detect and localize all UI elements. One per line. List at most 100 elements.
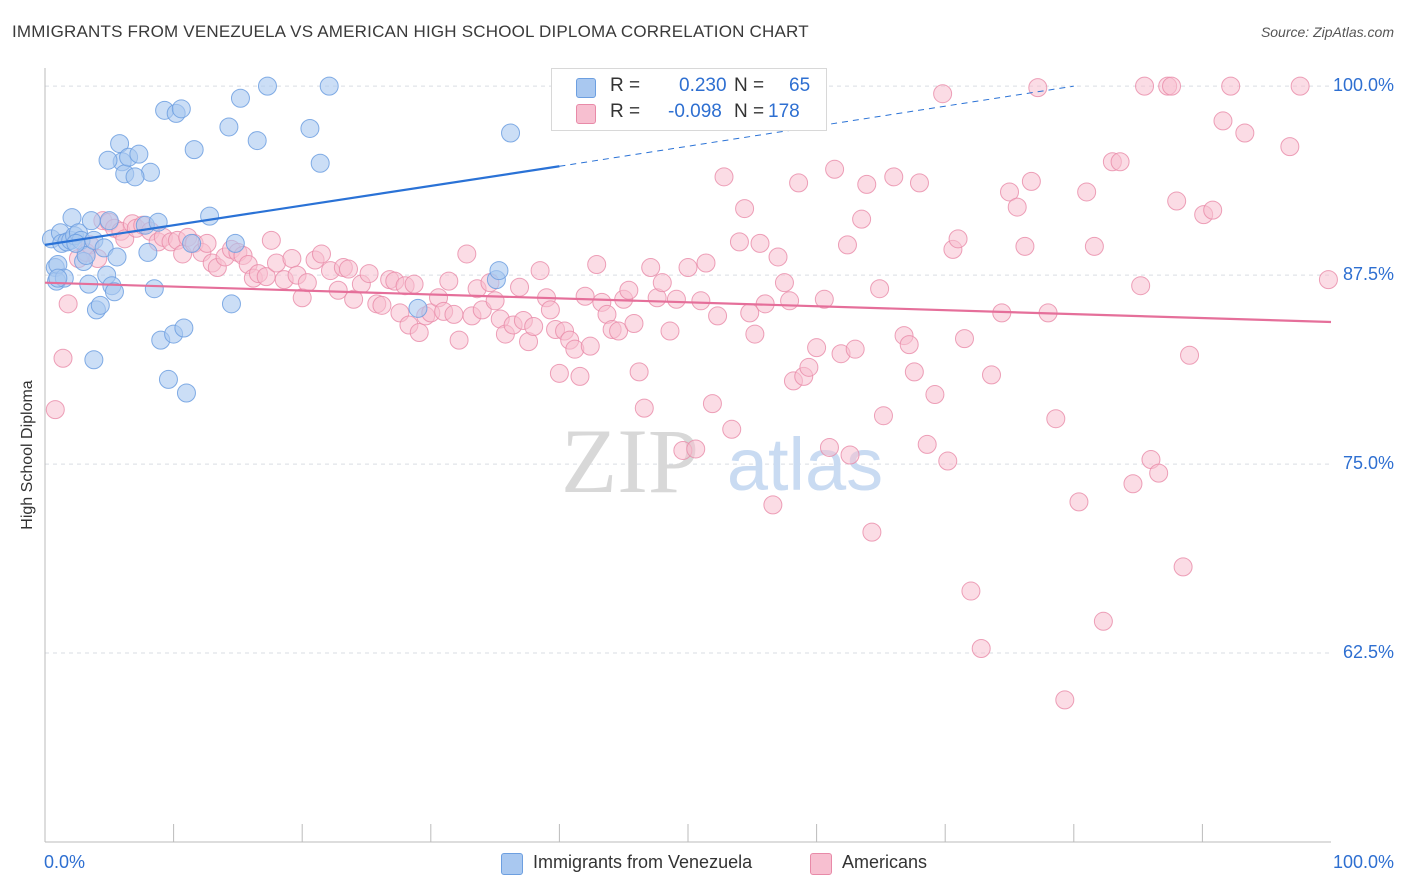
venezuela-point [94, 238, 114, 258]
venezuela-point [247, 131, 267, 151]
venezuela-point [90, 295, 110, 315]
venezuela-point [182, 233, 202, 253]
y-tick-label: 75.0% [1342, 453, 1394, 474]
americans-point [444, 304, 464, 324]
legend-n-value: 178 [768, 101, 800, 122]
americans-point [961, 581, 981, 601]
americans-point [457, 244, 477, 264]
americans-point [609, 321, 629, 341]
americans-point [311, 244, 331, 264]
venezuela-point [66, 233, 86, 253]
venezuela-point [219, 117, 239, 137]
y-tick-label: 62.5% [1342, 642, 1394, 663]
americans-point [344, 289, 364, 309]
americans-point [1015, 236, 1035, 256]
x-tick-label-min: 0.0% [44, 852, 86, 872]
americans-point [971, 639, 991, 658]
y-tick-label: 100.0% [1332, 75, 1394, 96]
venezuela-point [221, 294, 241, 314]
americans-point [439, 271, 459, 291]
venezuela-point [489, 261, 509, 281]
venezuela-point [138, 242, 158, 262]
venezuela-point [319, 76, 339, 96]
americans-point [472, 300, 492, 320]
venezuela-point [48, 268, 68, 288]
venezuela-point [76, 245, 96, 265]
americans-point [580, 336, 600, 356]
americans-point [819, 437, 839, 457]
americans-point [619, 280, 639, 300]
americans-points [45, 76, 1338, 710]
venezuela-point [125, 167, 145, 187]
legend-r-value: -0.098 [668, 101, 722, 122]
venezuela-point [225, 233, 245, 253]
americans-point [807, 338, 827, 358]
americans-point [1180, 345, 1200, 365]
americans-point [948, 229, 968, 249]
americans-point [575, 286, 595, 306]
americans-point [909, 173, 929, 193]
americans-point [840, 445, 860, 465]
americans-point [862, 522, 882, 542]
americans-point [852, 209, 872, 229]
americans-point [1055, 690, 1075, 710]
americans-point [624, 313, 644, 333]
americans-point [1173, 557, 1193, 577]
americans-point [837, 235, 857, 255]
watermark: ZIP atlas [561, 410, 883, 512]
americans-point [1084, 236, 1104, 256]
americans-point [750, 233, 770, 253]
americans-point [524, 317, 544, 337]
legend-label-americans: Americans [842, 852, 928, 872]
americans-point [763, 495, 783, 515]
americans-point [678, 258, 698, 278]
trend-lines [44, 85, 1332, 324]
venezuela-point [174, 318, 194, 338]
legend-swatch-blue [501, 853, 523, 875]
americans-point [1235, 123, 1255, 143]
americans-point [53, 348, 73, 368]
chart-title: IMMIGRANTS FROM VENEZUELA VS AMERICAN HI… [12, 22, 809, 41]
americans-point [510, 277, 530, 297]
y-axis-label: High School Diploma [19, 380, 36, 530]
americans-point [774, 273, 794, 293]
watermark-zip: ZIP [561, 410, 699, 512]
americans-point [570, 366, 590, 386]
americans-point [686, 439, 706, 459]
americans-point [1123, 474, 1143, 494]
venezuela-point [310, 153, 330, 173]
americans-point [629, 362, 649, 382]
americans-point [933, 84, 953, 104]
americans-point [845, 339, 865, 359]
americans-point [708, 306, 728, 326]
x-tick-label-max: 100.0% [1332, 852, 1394, 872]
americans-point [660, 321, 680, 341]
legend-r-label: R = [610, 101, 641, 122]
americans-point [404, 274, 424, 294]
venezuela-point [129, 144, 149, 164]
americans-point [282, 248, 302, 268]
venezuela-point [171, 99, 191, 119]
americans-point [261, 230, 281, 250]
americans-point [1135, 76, 1155, 96]
americans-point [1203, 200, 1223, 220]
americans-point [1021, 171, 1041, 191]
americans-point [1110, 152, 1130, 172]
americans-point [58, 294, 78, 314]
americans-point [587, 255, 607, 275]
venezuela-point [230, 88, 250, 108]
americans-point [1167, 191, 1187, 211]
venezuela-point [158, 369, 178, 389]
axes [44, 68, 1331, 843]
americans-point [530, 261, 550, 281]
americans-point [925, 385, 945, 405]
americans-point [714, 167, 734, 187]
americans-point [722, 419, 742, 439]
legend-n-label: N = [734, 75, 765, 96]
legend-swatch-blue [576, 78, 596, 98]
americans-point [799, 357, 819, 377]
americans-point [857, 174, 877, 194]
americans-point [729, 232, 749, 252]
legend-r-value: 0.230 [679, 75, 727, 96]
americans-point [1069, 492, 1089, 512]
